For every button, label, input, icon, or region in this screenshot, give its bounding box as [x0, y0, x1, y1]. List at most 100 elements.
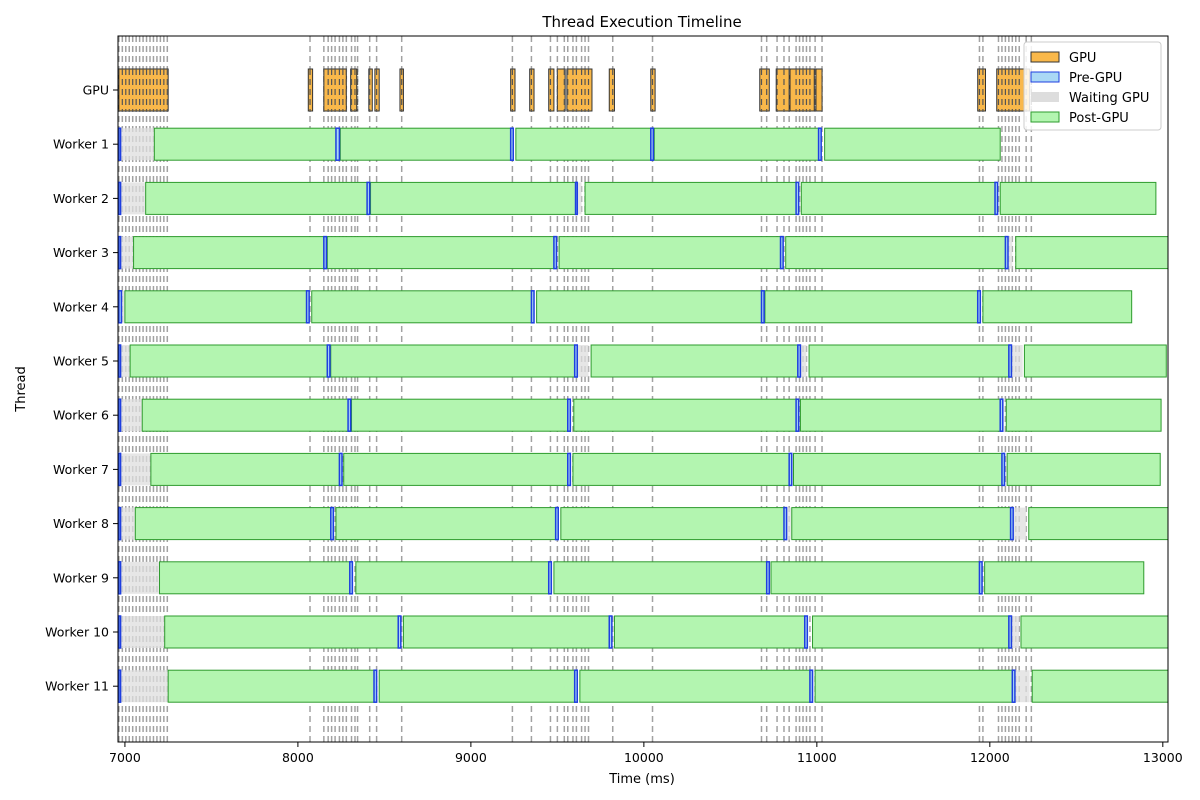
wait-segment — [1007, 236, 1013, 269]
wait-segment — [120, 182, 146, 215]
post-segment — [129, 344, 328, 378]
pre-segment — [118, 669, 122, 703]
pre-segment — [530, 290, 535, 324]
wait-segment — [120, 507, 136, 540]
pre-segment — [373, 669, 378, 703]
gpu-block — [977, 68, 987, 112]
pre-segment — [797, 344, 802, 378]
post-segment — [579, 669, 811, 703]
post-segment — [984, 561, 1145, 595]
post-segment — [330, 344, 576, 378]
post-segment — [1006, 452, 1161, 486]
pre-segment — [509, 127, 515, 161]
gpu-block — [815, 68, 823, 112]
gpu-row — [118, 68, 1032, 112]
post-segment — [343, 452, 569, 486]
pre-segment — [118, 181, 122, 216]
post-segment — [590, 344, 799, 378]
pre-segment — [366, 181, 371, 216]
post-segment — [572, 452, 790, 486]
post-segment — [808, 344, 1010, 378]
post-segment — [355, 561, 550, 595]
pre-segment — [765, 561, 771, 595]
wait-segment — [786, 507, 791, 540]
post-legend-swatch — [1030, 111, 1060, 123]
pre-legend-swatch — [1030, 71, 1060, 83]
post-segment — [558, 236, 782, 270]
y-tick-label: Worker 7 — [53, 462, 109, 477]
pre-segment — [118, 290, 123, 324]
pre-segment — [118, 344, 122, 378]
wait-segment — [120, 128, 155, 161]
y-tick-label: Worker 10 — [45, 625, 109, 640]
y-tick-label: Worker 3 — [53, 245, 109, 260]
post-segment — [785, 236, 1006, 270]
post-segment — [326, 236, 555, 270]
gpu-block — [608, 68, 615, 112]
gpu-block — [368, 68, 373, 112]
worker-row — [118, 290, 1133, 324]
post-segment — [553, 561, 768, 595]
wait-segment — [800, 345, 807, 377]
pre-segment — [118, 506, 122, 541]
post-segment — [770, 561, 980, 595]
post-segment — [134, 507, 332, 541]
wait-segment — [120, 616, 165, 648]
pre-segment — [305, 290, 310, 324]
y-tick-label: GPU — [83, 83, 109, 98]
worker-row — [118, 127, 1001, 161]
wait-segment — [120, 236, 134, 269]
wait-segment — [1013, 507, 1027, 540]
wait-segment — [121, 290, 125, 323]
pre-segment — [783, 506, 788, 541]
worker-row — [118, 398, 1162, 432]
pre-segment — [118, 561, 122, 595]
y-tick-label: Worker 2 — [53, 191, 109, 206]
wait-segment — [1014, 670, 1030, 703]
plot-area — [118, 36, 1169, 742]
y-tick-label: Worker 8 — [53, 516, 109, 531]
x-tick-label: 9000 — [455, 750, 487, 765]
y-tick-label: Worker 11 — [45, 679, 109, 694]
pre-segment — [1009, 506, 1014, 541]
pre-segment — [976, 290, 982, 324]
post-segment — [812, 615, 1010, 649]
post-segment — [791, 507, 1012, 541]
post-segment — [814, 669, 1013, 703]
pre-segment — [397, 615, 402, 649]
x-tick-label: 10000 — [624, 750, 664, 765]
pre-segment — [567, 398, 572, 432]
worker-row — [118, 235, 1169, 270]
post-segment — [982, 290, 1133, 324]
gpu-block — [566, 68, 593, 112]
gpu-block — [548, 68, 555, 112]
y-tick-label: Worker 4 — [53, 299, 109, 314]
worker-row — [118, 181, 1157, 216]
x-axis-title: Time (ms) — [608, 772, 675, 787]
x-tick-label: 8000 — [282, 750, 314, 765]
pre-segment — [118, 127, 122, 161]
post-segment — [167, 669, 375, 703]
pre-segment — [547, 561, 553, 595]
pre-segment — [795, 181, 800, 216]
y-tick-label: Worker 5 — [53, 354, 109, 369]
gpu-block — [350, 68, 358, 112]
pre-segment — [347, 398, 352, 432]
axes: GPU Worker 1 Worker 2 Worker 3 Worker 4 Worke… — [45, 83, 1183, 766]
worker-row — [118, 452, 1161, 487]
post-segment — [653, 127, 820, 161]
post-segment — [402, 615, 610, 649]
post-segment — [1015, 236, 1169, 270]
pre-segment — [118, 615, 122, 649]
pre-segment — [330, 506, 335, 541]
post-segment — [153, 127, 337, 161]
post-segment — [159, 561, 351, 595]
post-segment — [351, 398, 569, 432]
worker-row — [118, 506, 1169, 541]
post-segment — [1023, 344, 1167, 378]
pre-segment — [118, 452, 122, 487]
pre-segment — [1008, 615, 1013, 649]
post-segment — [339, 127, 512, 161]
wait-segment — [120, 561, 160, 594]
